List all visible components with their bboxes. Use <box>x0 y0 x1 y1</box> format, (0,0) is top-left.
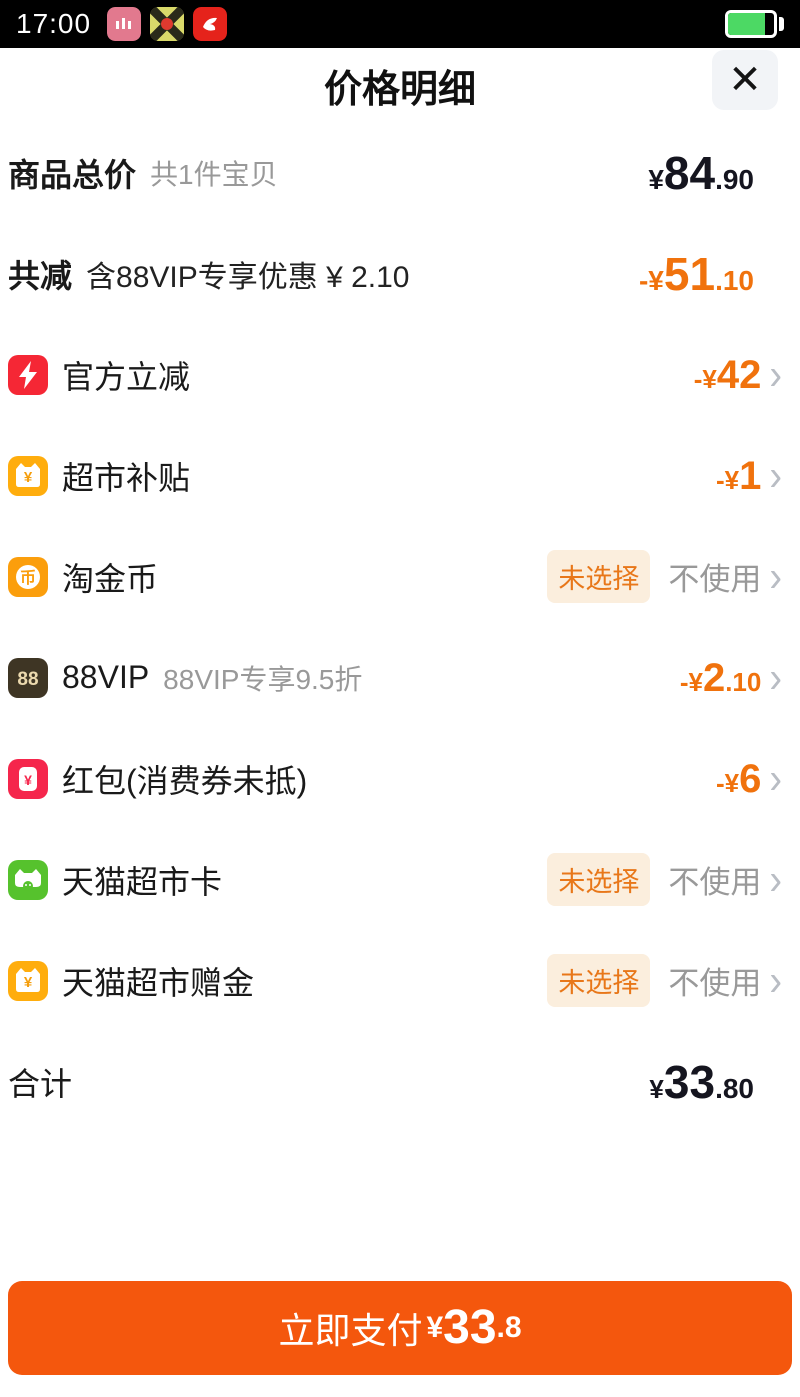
chevron-right-icon: › <box>769 754 782 803</box>
row-item-total: 商品总价 共1件宝贝 ¥84.90 <box>0 122 800 223</box>
row-88vip[interactable]: 88 88VIP 88VIP专享9.5折 -¥ 2.10 › <box>0 627 800 728</box>
row-label: 88VIP <box>62 659 150 695</box>
pay-now-button[interactable]: 立即支付 ¥33.8 <box>8 1281 792 1375</box>
svg-text:币: 币 <box>20 569 36 587</box>
not-selected-badge: 未选择 <box>547 853 651 906</box>
row-total-discount: 共减 含88VIP专享优惠 ¥ 2.10 -¥ 51.10 <box>0 223 800 324</box>
tao-gold-coin-icon: 币 <box>8 556 48 597</box>
row-status: 不使用 <box>668 562 762 597</box>
svg-text:¥: ¥ <box>24 974 33 991</box>
red-packet-icon: ¥ <box>8 758 48 799</box>
close-button[interactable]: ✕ <box>712 50 778 110</box>
pink-app-notification-icon <box>107 7 142 41</box>
row-label: 红包(消费券未抵) <box>62 762 308 799</box>
battery-icon <box>725 10 784 38</box>
sheet-header: 价格明细 ✕ <box>0 48 800 122</box>
chevron-right-icon: › <box>769 855 782 904</box>
row-label: 超市补贴 <box>62 459 191 496</box>
88vip-icon: 88 <box>8 657 48 698</box>
row-label: 合计 <box>8 1065 73 1102</box>
chevron-right-icon: › <box>769 956 782 1005</box>
notification-icons <box>107 7 228 41</box>
map-app-notification-icon <box>150 7 185 41</box>
row-sublabel: 88VIP专享9.5折 <box>163 663 363 695</box>
lightning-icon <box>8 354 48 395</box>
chevron-right-icon: › <box>769 552 782 601</box>
row-label: 官方立减 <box>62 358 191 395</box>
clock-time: 17:00 <box>16 8 92 39</box>
price-value: -¥ 51.10 <box>638 247 754 300</box>
row-label: 天猫超市赠金 <box>62 964 255 1001</box>
red-app-notification-icon <box>193 7 228 41</box>
row-tmall-supermarket-card[interactable]: 天猫超市卡 未选择 不使用 › <box>0 829 800 930</box>
price-value: -¥ 6 <box>715 756 762 801</box>
chevron-right-icon: › <box>769 653 782 702</box>
footer: 立即支付 ¥33.8 <box>8 1281 792 1375</box>
row-label: 共减 <box>8 257 73 294</box>
row-label: 商品总价 <box>8 156 137 193</box>
row-sublabel: 含88VIP专享优惠 ¥ 2.10 <box>86 260 410 294</box>
row-label: 天猫超市卡 <box>62 863 223 900</box>
row-sublabel: 共1件宝贝 <box>150 158 278 190</box>
svg-text:¥: ¥ <box>24 469 33 486</box>
price-detail-list: 商品总价 共1件宝贝 ¥84.90 共减 含88VIP专享优惠 ¥ 2.10 -… <box>0 122 800 1132</box>
chevron-right-icon: › <box>769 451 782 500</box>
close-icon: ✕ <box>728 58 762 102</box>
page-title: 价格明细 <box>323 68 476 111</box>
price-value: -¥ 42 <box>693 352 762 397</box>
row-label: 淘金币 <box>62 560 159 597</box>
price-value: ¥84.90 <box>648 146 754 199</box>
chevron-right-icon: › <box>769 350 782 399</box>
not-selected-badge: 未选择 <box>547 954 651 1007</box>
row-tmall-supermarket-gift[interactable]: ¥ 天猫超市赠金 未选择 不使用 › <box>0 930 800 1031</box>
not-selected-badge: 未选择 <box>547 550 651 603</box>
row-tao-gold-coin[interactable]: 币 淘金币 未选择 不使用 › <box>0 526 800 627</box>
row-status: 不使用 <box>668 865 762 900</box>
tmall-supermarket-card-icon <box>8 859 48 900</box>
svg-text:88: 88 <box>17 669 38 690</box>
row-supermarket-subsidy[interactable]: ¥ 超市补贴 -¥ 1 › <box>0 425 800 526</box>
price-value: -¥ 1 <box>715 453 762 498</box>
svg-text:¥: ¥ <box>24 772 32 788</box>
status-bar: 17:00 <box>0 0 800 48</box>
row-official-discount[interactable]: 官方立减 -¥ 42 › <box>0 324 800 425</box>
row-red-packet[interactable]: ¥ 红包(消费券未抵) -¥ 6 › <box>0 728 800 829</box>
supermarket-subsidy-icon: ¥ <box>8 455 48 496</box>
price-value: ¥33.80 <box>649 1055 754 1108</box>
price-value: -¥ 2.10 <box>679 655 762 700</box>
tmall-supermarket-gift-icon: ¥ <box>8 960 48 1001</box>
row-grand-total: 合计 ¥33.80 <box>0 1031 800 1132</box>
row-status: 不使用 <box>668 966 762 1001</box>
